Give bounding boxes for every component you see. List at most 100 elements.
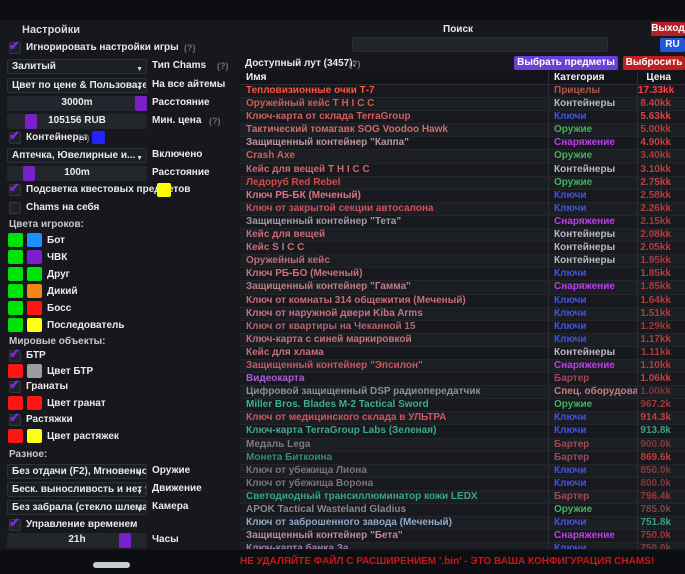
- bot-color-swatch[interactable]: [27, 233, 42, 247]
- containers-filter-dropdown[interactable]: Аптечка, Ювелирные и...: [7, 148, 147, 163]
- hours-slider[interactable]: 21h: [7, 533, 147, 548]
- loot-item-name: Видеокарта: [246, 373, 305, 385]
- grenades-checkbox[interactable]: [9, 377, 21, 393]
- quest-items-color-swatch[interactable]: [157, 183, 171, 197]
- loot-table-row[interactable]: Ключ-карта с синей маркировкой Ключи 1.1…: [240, 333, 685, 347]
- scav-visible-swatch[interactable]: [8, 284, 23, 298]
- btr-checkbox[interactable]: [9, 346, 21, 362]
- loot-table-row[interactable]: Ключ-карта TerraGroup Labs (Зеленая) Клю…: [240, 425, 685, 439]
- min-price-slider[interactable]: 105156 RUB: [7, 114, 147, 129]
- loot-table-row[interactable]: Защищенный контейнер "Эпсилон" Снаряжени…: [240, 359, 685, 374]
- hours-slider-handle[interactable]: [119, 533, 131, 548]
- grenades-visible-swatch[interactable]: [8, 396, 23, 410]
- scav-color-swatch[interactable]: [27, 284, 42, 298]
- loot-table-row[interactable]: Ключ-карта банка За… Ключи 750.0k: [240, 543, 685, 549]
- loot-table-row[interactable]: Ключ от наружной двери Kiba Arms Ключи 1…: [240, 307, 685, 321]
- player-colors-title: Цвета игроков:: [9, 219, 84, 230]
- containers-filter-label: Включено: [152, 149, 203, 160]
- pmc-visible-swatch[interactable]: [8, 250, 23, 264]
- lang-button[interactable]: RU: [660, 38, 685, 52]
- loot-table-row[interactable]: Цифровой защищенный DSP радиопередатчик …: [240, 386, 685, 400]
- drop-all-button[interactable]: Выбросить все: [623, 56, 685, 82]
- chams-type-dropdown[interactable]: Залитый: [7, 59, 147, 74]
- grenades-row: Гранаты: [0, 377, 238, 396]
- loot-table-row[interactable]: Светодиодный трансиллюминатор кожи LEDX …: [240, 490, 685, 504]
- weapon-mods-dropdown[interactable]: Без отдачи (F2), Мгновенное п: [7, 464, 147, 479]
- hours-row: 21h Часы: [0, 533, 238, 548]
- containers-distance-slider-handle[interactable]: [23, 166, 35, 181]
- chams-self-checkbox[interactable]: [9, 202, 21, 214]
- loot-table-row[interactable]: Ключ от медицинского склада в УЛЬТРА Клю…: [240, 412, 685, 426]
- friend-color-swatch[interactable]: [27, 267, 42, 281]
- grenades-color-swatch[interactable]: [27, 396, 42, 410]
- loot-table-row[interactable]: Ключ от убежища Ворона Ключи 800.0k: [240, 477, 685, 491]
- tripwires-visible-swatch[interactable]: [8, 429, 23, 443]
- loot-table-row[interactable]: Защищенный контейнер "Тета" Снаряжение 2…: [240, 215, 685, 230]
- quest-items-checkbox[interactable]: [9, 180, 21, 196]
- loot-table-row[interactable]: Кейс S I C C Контейнеры 2.05kk: [240, 242, 685, 256]
- distance-slider-handle[interactable]: [135, 96, 147, 111]
- tripwires-checkbox[interactable]: [9, 410, 21, 426]
- loot-table-row[interactable]: Видеокарта Бартер 1.06kk: [240, 373, 685, 387]
- loot-table-row[interactable]: Кейс для хлама Контейнеры 1.11kk: [240, 346, 685, 360]
- loot-item-category: Оружие: [548, 399, 637, 412]
- exit-button[interactable]: Выход: [651, 22, 685, 36]
- movement-mods-dropdown[interactable]: Беск. выносливость и нет уста: [7, 482, 147, 497]
- boss-visible-swatch[interactable]: [8, 301, 23, 315]
- loot-table-row[interactable]: Ключ РБ-БК (Меченый) Ключи 2.58kk: [240, 189, 685, 203]
- tripwires-color-swatch[interactable]: [27, 429, 42, 443]
- time-control-checkbox[interactable]: [9, 515, 21, 531]
- column-header-name[interactable]: Имя: [246, 72, 267, 83]
- loot-item-name: Ключ-карта от склада TerraGroup: [246, 111, 411, 123]
- loot-table-row[interactable]: Кейс для вещей Контейнеры 2.08kk: [240, 229, 685, 243]
- loot-table-row[interactable]: Защищенный контейнер "Бета" Снаряжение 7…: [240, 530, 685, 544]
- loot-table-row[interactable]: Miller Bros. Blades M-2 Tactical Sword О…: [240, 399, 685, 413]
- loot-item-category: Ключи: [548, 268, 637, 281]
- follower-color-swatch[interactable]: [27, 318, 42, 332]
- loot-table-row[interactable]: Кейс для вещей T H I C C Контейнеры 3.10…: [240, 163, 685, 177]
- column-header-category[interactable]: Категория: [548, 71, 637, 84]
- containers-checkbox[interactable]: [9, 128, 21, 144]
- distance-slider[interactable]: 3000m: [7, 96, 147, 111]
- loot-table-row[interactable]: Ледоруб Red Rebel Оружие 2.75kk: [240, 176, 685, 190]
- select-kappa-button[interactable]: Выбрать предметы каппа: [514, 56, 618, 82]
- loot-table-row[interactable]: Ключ от убежища Лиона Ключи 850.0k: [240, 464, 685, 478]
- column-header-price[interactable]: Цена: [637, 71, 685, 84]
- loot-table-row[interactable]: Ключ РБ-БО (Меченый) Ключи 1.85kk: [240, 268, 685, 282]
- loot-table-row[interactable]: Ключ-карта от склада TerraGroup Ключи 5.…: [240, 111, 685, 125]
- loot-item-price: 1.00kk: [637, 386, 685, 399]
- loot-table-row[interactable]: Ключ от квартиры на Чеканной 15 Ключи 1.…: [240, 320, 685, 334]
- camera-mods-dropdown[interactable]: Без забрала (стекло шлема): [7, 500, 147, 515]
- ignore-game-settings-checkbox[interactable]: [9, 38, 21, 54]
- containers-color-swatch[interactable]: [92, 131, 105, 144]
- pmc-color-swatch[interactable]: [27, 250, 42, 264]
- btr-color-swatch[interactable]: [27, 364, 42, 378]
- loot-table-row[interactable]: Оружейный кейс Контейнеры 1.95kk: [240, 255, 685, 269]
- loot-table-row[interactable]: Ключ от комнаты 314 общежития (Меченый) …: [240, 294, 685, 308]
- loot-table-row[interactable]: APOK Tactical Wasteland Gladius Оружие 7…: [240, 504, 685, 518]
- loot-table-row[interactable]: Ключ от закрытой секции автосалона Ключи…: [240, 202, 685, 216]
- loot-table-body[interactable]: Тепловизионные очки Т-7 Прицелы 17.33kk …: [240, 85, 685, 549]
- loot-table-row[interactable]: Тепловизионные очки Т-7 Прицелы 17.33kk: [240, 85, 685, 99]
- loot-table-row[interactable]: Тактический томагавк SOG Voodoo Hawk Ору…: [240, 124, 685, 138]
- color-mode-dropdown[interactable]: Цвет по цене & Пользователь: [7, 78, 147, 93]
- loot-item-category: Контейнеры: [548, 346, 637, 359]
- loot-table-row[interactable]: Монета Биткоина Бартер 869.6k: [240, 451, 685, 465]
- horizontal-scrollbar-thumb[interactable]: [93, 562, 130, 568]
- search-input[interactable]: [352, 37, 608, 52]
- boss-color-swatch[interactable]: [27, 301, 42, 315]
- loot-table-row[interactable]: Crash Axe Оружие 3.40kk: [240, 150, 685, 164]
- friend-visible-swatch[interactable]: [8, 267, 23, 281]
- bot-visible-swatch[interactable]: [8, 233, 23, 247]
- loot-table-row[interactable]: Защищенный контейнер "Гамма" Снаряжение …: [240, 281, 685, 295]
- loot-table-row[interactable]: Защищенный контейнер "Каппа" Снаряжение …: [240, 137, 685, 151]
- color-mode-row: Цвет по цене & Пользователь На все айтем…: [0, 78, 238, 93]
- btr-visible-swatch[interactable]: [8, 364, 23, 378]
- loot-item-name: APOK Tactical Wasteland Gladius: [246, 504, 407, 515]
- loot-table-row[interactable]: Оружейный кейс T H I C C Контейнеры 8.40…: [240, 98, 685, 112]
- containers-distance-slider[interactable]: 100m: [7, 166, 147, 181]
- loot-table-row[interactable]: Медаль Lega Бартер 900.0k: [240, 438, 685, 452]
- loot-table-row[interactable]: Ключ от заброшенного завода (Меченый) Кл…: [240, 517, 685, 531]
- follower-visible-swatch[interactable]: [8, 318, 23, 332]
- min-price-slider-handle[interactable]: [25, 114, 37, 129]
